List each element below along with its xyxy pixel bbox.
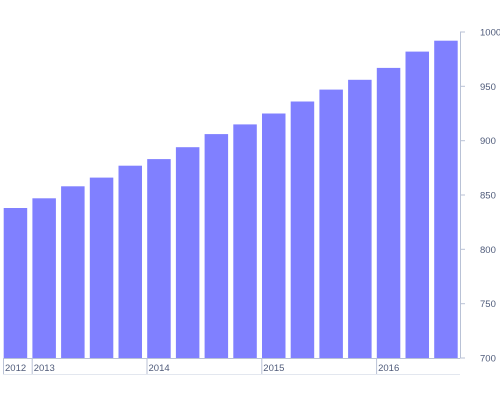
bars [3, 40, 458, 359]
axes: 2012 2013 2014 2015 2016 700 750 800 850 900 950 10… [3, 28, 500, 375]
bar-2016-Q2 [405, 51, 429, 358]
bar-2013-Q3 [89, 177, 114, 358]
x-tick-label-2015: 2015 [263, 363, 284, 374]
x-tick-label-2016: 2016 [378, 363, 399, 374]
x-tick-label-2014: 2014 [149, 363, 170, 374]
y-tick-label-900: 900 [480, 136, 496, 147]
bar-2012-Q4 [3, 208, 28, 358]
y-tick-label-700: 700 [480, 354, 496, 365]
bar-2014-Q4 [233, 124, 257, 359]
y-tick-label-850: 850 [480, 191, 496, 202]
x-tick-label-2012: 2012 [5, 363, 26, 374]
y-tick-label-950: 950 [480, 82, 496, 93]
bar-2015-Q3 [319, 89, 343, 358]
x-tick-label-2013: 2013 [34, 363, 55, 374]
bar-2016-Q3 [434, 40, 458, 358]
bar-2014-Q1 [147, 159, 171, 358]
y-tick-label-1000: 1000 [480, 28, 500, 39]
bar-2014-Q2 [175, 147, 200, 358]
bar-2013-Q4 [118, 165, 142, 358]
bar-2014-Q3 [204, 134, 229, 358]
y-tick-label-750: 750 [480, 299, 496, 310]
bar-2013-Q1 [32, 198, 56, 358]
bar-2016-Q1 [376, 67, 401, 359]
bar-2013-Q2 [61, 186, 85, 358]
bar-2015-Q2 [290, 101, 315, 358]
bar-2015-Q4 [348, 79, 372, 359]
y-tick-label-800: 800 [480, 245, 496, 256]
bar-2015-Q1 [262, 113, 286, 358]
